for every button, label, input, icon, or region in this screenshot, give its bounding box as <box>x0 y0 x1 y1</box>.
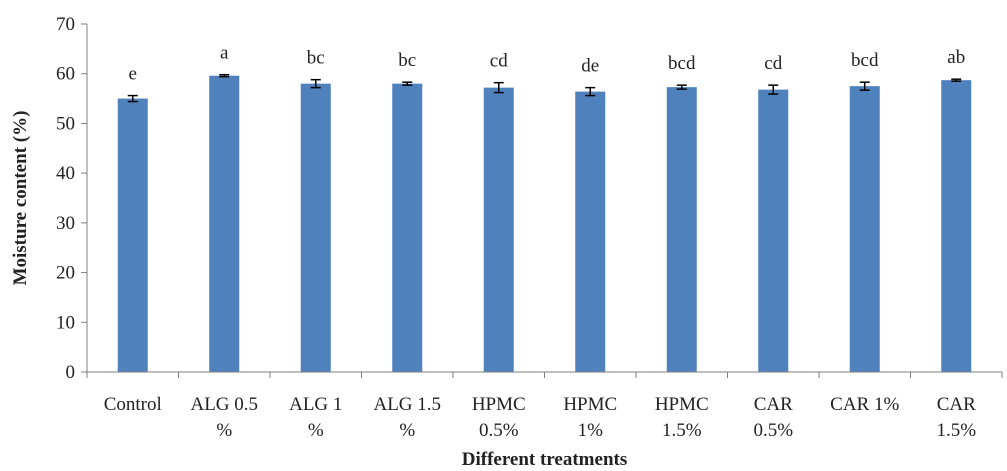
significance-letter: e <box>129 64 137 85</box>
y-tick-label: 60 <box>56 64 75 85</box>
y-tick-label: 40 <box>56 163 75 184</box>
bar <box>666 87 697 372</box>
axes <box>86 24 1003 378</box>
error-bar <box>219 73 230 78</box>
bars-group <box>117 75 972 373</box>
category-label: HPMC 0.5% <box>472 394 526 441</box>
significance-letter: bc <box>307 48 325 69</box>
error-bar <box>676 84 687 90</box>
y-axis-ticks: 0 10 20 30 40 50 60 70 <box>56 14 87 383</box>
y-tick-label: 10 <box>56 312 75 333</box>
significance-letter: bc <box>398 50 416 71</box>
category-label: CAR 1% <box>830 394 899 415</box>
category-label: CAR 0.5% <box>753 394 793 441</box>
category-label: ALG 0.5% <box>190 394 258 441</box>
y-axis-title: Moisture content (%) <box>10 111 31 286</box>
error-bar <box>127 94 138 103</box>
x-axis-title: Different treatments <box>462 449 627 470</box>
error-bars-group <box>127 73 962 103</box>
bar <box>483 87 514 373</box>
category-label: HPMC 1.5% <box>655 394 709 441</box>
y-tick-label: 0 <box>66 362 76 383</box>
bar <box>117 98 148 373</box>
significance-letter: cd <box>490 51 508 72</box>
bar <box>300 83 331 373</box>
error-bar <box>951 78 962 82</box>
error-bar <box>493 81 504 94</box>
category-label: ALG 1.5% <box>373 394 441 441</box>
y-tick-label: 70 <box>56 14 75 35</box>
x-axis-labels: Control ALG 0.5 % ALG 1 % ALG 1.5 % HPMC 0.5% HPM… <box>104 394 976 441</box>
error-bar <box>402 81 413 86</box>
category-label: ALG 1% <box>289 394 342 441</box>
significance-letter: a <box>220 43 229 64</box>
category-label: CAR 1.5% <box>936 394 976 441</box>
error-bar <box>768 84 779 95</box>
y-tick-label: 20 <box>56 263 75 284</box>
bar <box>758 89 789 372</box>
significance-letter: cd <box>764 53 782 74</box>
error-bar <box>859 81 870 91</box>
y-tick-label: 30 <box>56 213 75 234</box>
category-label: HPMC 1% <box>563 394 617 441</box>
significance-letters-group: e a bc bc cd de bcd cd bcd ab <box>129 43 966 85</box>
error-bar <box>310 78 321 89</box>
bar <box>849 86 880 373</box>
bar <box>209 75 240 373</box>
y-tick-label: 50 <box>56 113 75 134</box>
error-bar <box>585 86 596 97</box>
category-label: Control <box>104 394 162 415</box>
significance-letter: ab <box>947 47 965 68</box>
significance-letter: bcd <box>851 50 879 71</box>
bar <box>575 91 606 373</box>
bar <box>392 83 423 373</box>
bar <box>941 80 972 373</box>
significance-letter: bcd <box>668 53 696 74</box>
significance-letter: de <box>581 56 599 77</box>
